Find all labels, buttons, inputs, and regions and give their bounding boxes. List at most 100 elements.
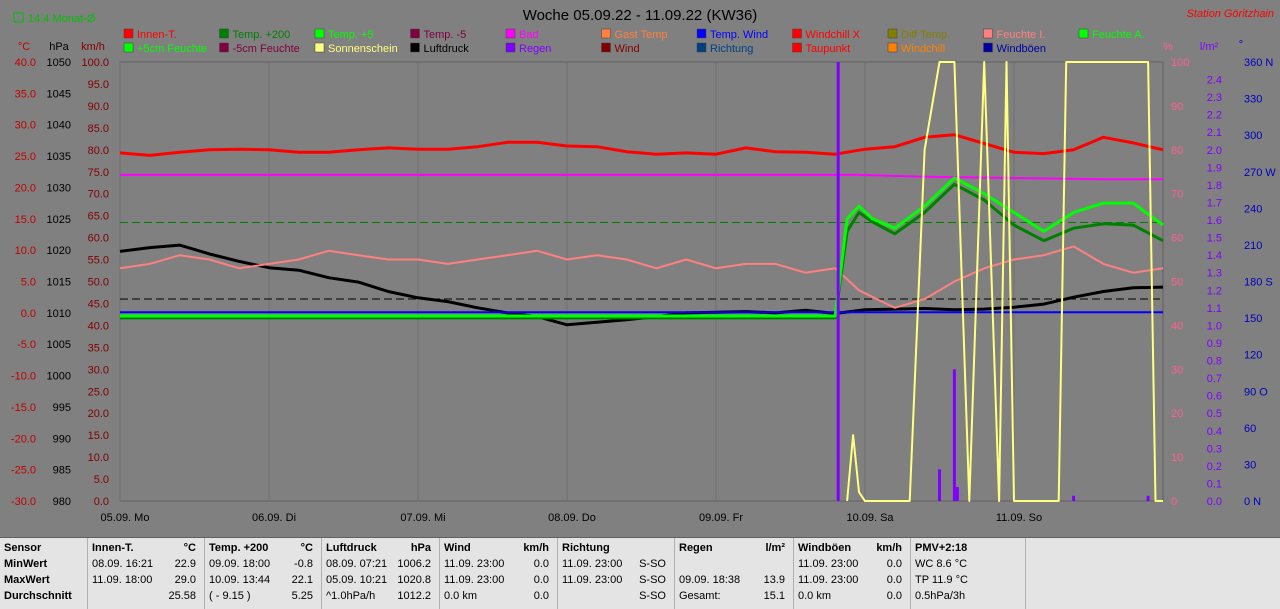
wind-tick-label: 10.0 xyxy=(88,452,109,464)
direction-axis-unit: ° xyxy=(1239,39,1243,51)
x-tick-label: 11.09. So xyxy=(996,512,1042,524)
x-tick-label: 08.09. Do xyxy=(548,512,596,524)
temp-tick-label: -15.0 xyxy=(11,402,36,414)
stats-cell-value: 0.0 xyxy=(886,590,902,602)
pressure-tick-label: 1035 xyxy=(47,151,71,163)
x-tick-label: 07.09. Mi xyxy=(400,512,445,524)
legend-label: Wind xyxy=(615,43,640,55)
stats-cell-value: 0.0 xyxy=(886,558,902,570)
rain-tick-label: 1.6 xyxy=(1207,215,1222,227)
series-line xyxy=(846,61,1163,502)
monthly-avg-marker xyxy=(13,12,24,23)
rain-tick-label: 2.4 xyxy=(1207,75,1222,87)
humidity-tick-label: 60 xyxy=(1171,233,1183,245)
rain-tick-label: 0.5 xyxy=(1207,408,1222,420)
stats-column-header: Wind km/h xyxy=(444,542,553,558)
legend-swatch xyxy=(601,28,611,39)
legend-label: Richtung xyxy=(710,43,753,55)
pressure-tick-label: 1050 xyxy=(47,57,71,69)
stats-cell: 11.09. 23:00 0.0 xyxy=(444,574,553,590)
stats-cell: ^1.0hPa/h 1012.2 xyxy=(326,590,435,606)
wind-tick-label: 5.0 xyxy=(94,474,109,486)
stats-column: Richtung 11.09. 23:00 S-SO 11.09. 23:00 S-SO… xyxy=(558,538,675,609)
legend-swatch xyxy=(123,42,134,53)
weather-chart: Woche 05.09.22 - 11.09.22 (KW36) Station … xyxy=(11,7,1276,524)
pressure-tick-label: 995 xyxy=(53,402,71,414)
legend-label: Diff Temp. xyxy=(901,29,950,41)
monthly-avg-label: 14.4 Monat-Ø xyxy=(28,13,96,25)
stats-cell-label: ^1.0hPa/h xyxy=(326,590,376,602)
stats-cell: 0.0 km 0.0 xyxy=(798,590,906,606)
legend-label: Regen xyxy=(519,43,551,55)
humidity-tick-label: 0 xyxy=(1171,496,1177,508)
legend-swatch xyxy=(410,42,420,53)
series-line xyxy=(120,182,1164,320)
legend-swatch xyxy=(792,42,802,53)
stats-cell-label: 08.09. 16:21 xyxy=(92,558,154,570)
stats-cell-value: 22.9 xyxy=(174,558,196,570)
wind-tick-label: 25.0 xyxy=(88,386,109,398)
pressure-tick-label: 1005 xyxy=(47,339,71,351)
wind-tick-label: 35.0 xyxy=(88,342,109,354)
rain-tick-label: 0.1 xyxy=(1207,478,1222,490)
temp-tick-label: 35.0 xyxy=(15,88,36,100)
legend-label: Temp. Wind xyxy=(710,29,768,41)
wind-tick-label: 75.0 xyxy=(88,167,109,179)
direction-tick-label: 180 S xyxy=(1244,277,1273,289)
rain-tick-label: 1.5 xyxy=(1207,233,1222,245)
legend-swatch xyxy=(314,28,325,39)
stats-cell-value: 22.1 xyxy=(291,574,313,586)
stats-column: Regen l/m² 09.09. 18:38 13.9 Gesamt: 15.1 xyxy=(675,538,794,609)
pressure-tick-label: 1040 xyxy=(47,120,71,132)
stats-cell-value: 0.0 xyxy=(533,574,549,586)
direction-tick-label: 120 xyxy=(1244,350,1262,362)
stats-row-label: MaxWert xyxy=(4,574,50,586)
legend-swatch xyxy=(887,28,898,39)
legend-swatch xyxy=(983,28,993,39)
legend-swatch xyxy=(792,28,802,39)
stats-cell-value: -0.8 xyxy=(294,558,313,570)
stats-cell-value: 13.9 xyxy=(763,574,785,586)
pressure-axis-unit: hPa xyxy=(49,41,69,53)
wind-tick-label: 55.0 xyxy=(88,255,109,267)
rain-tick-label: 0.9 xyxy=(1207,338,1222,350)
stats-cell: 11.09. 23:00 0.0 xyxy=(798,558,906,574)
wind-tick-label: 100.0 xyxy=(81,57,109,69)
stats-cell: 08.09. 16:21 22.9 xyxy=(92,558,200,574)
pressure-tick-label: 1000 xyxy=(47,371,71,383)
stats-column-header: Luftdruck hPa xyxy=(326,542,435,558)
pressure-tick-label: 1015 xyxy=(47,277,71,289)
legend-label: Bad xyxy=(519,29,539,41)
legend-swatch xyxy=(314,42,325,53)
humidity-tick-label: 20 xyxy=(1171,408,1183,420)
humidity-tick-label: 70 xyxy=(1171,189,1183,201)
wind-tick-label: 20.0 xyxy=(88,408,109,420)
direction-tick-label: 360 N xyxy=(1244,57,1273,69)
rain-tick-label: 0.8 xyxy=(1207,356,1222,368)
rain-tick-label: 2.3 xyxy=(1207,92,1222,104)
pressure-tick-label: 1025 xyxy=(47,214,71,226)
stats-cell: 11.09. 23:00 S-SO xyxy=(562,558,670,574)
stats-cell: 11.09. 18:00 29.0 xyxy=(92,574,200,590)
wind-tick-label: 95.0 xyxy=(88,79,109,91)
temp-tick-label: -20.0 xyxy=(11,433,36,445)
stats-cell xyxy=(679,558,789,574)
rain-tick-label: 1.2 xyxy=(1207,285,1222,297)
stats-cell-label: 0.0 km xyxy=(444,590,478,602)
rain-tick-label: 1.0 xyxy=(1207,320,1222,332)
legend-label: -5cm Feuchte xyxy=(233,43,300,55)
direction-tick-label: 30 xyxy=(1244,459,1256,471)
legend-label: Feuchte A. xyxy=(1092,29,1145,41)
legend-label: Feuchte I. xyxy=(997,29,1046,41)
wind-tick-label: 15.0 xyxy=(88,430,109,442)
wind-tick-label: 50.0 xyxy=(88,277,109,289)
stats-cell-label: 05.09. 10:21 xyxy=(326,574,388,586)
direction-tick-label: 270 W xyxy=(1244,167,1276,179)
stats-cell-label: 09.09. 18:00 xyxy=(209,558,271,570)
pressure-tick-label: 1010 xyxy=(47,308,71,320)
stats-cell: Gesamt: 15.1 xyxy=(679,590,789,606)
stats-column-unit: km/h xyxy=(523,542,549,554)
series-line xyxy=(120,173,1163,181)
stats-cell-label: 10.09. 13:44 xyxy=(209,574,271,586)
temp-tick-label: 0.0 xyxy=(21,308,36,320)
